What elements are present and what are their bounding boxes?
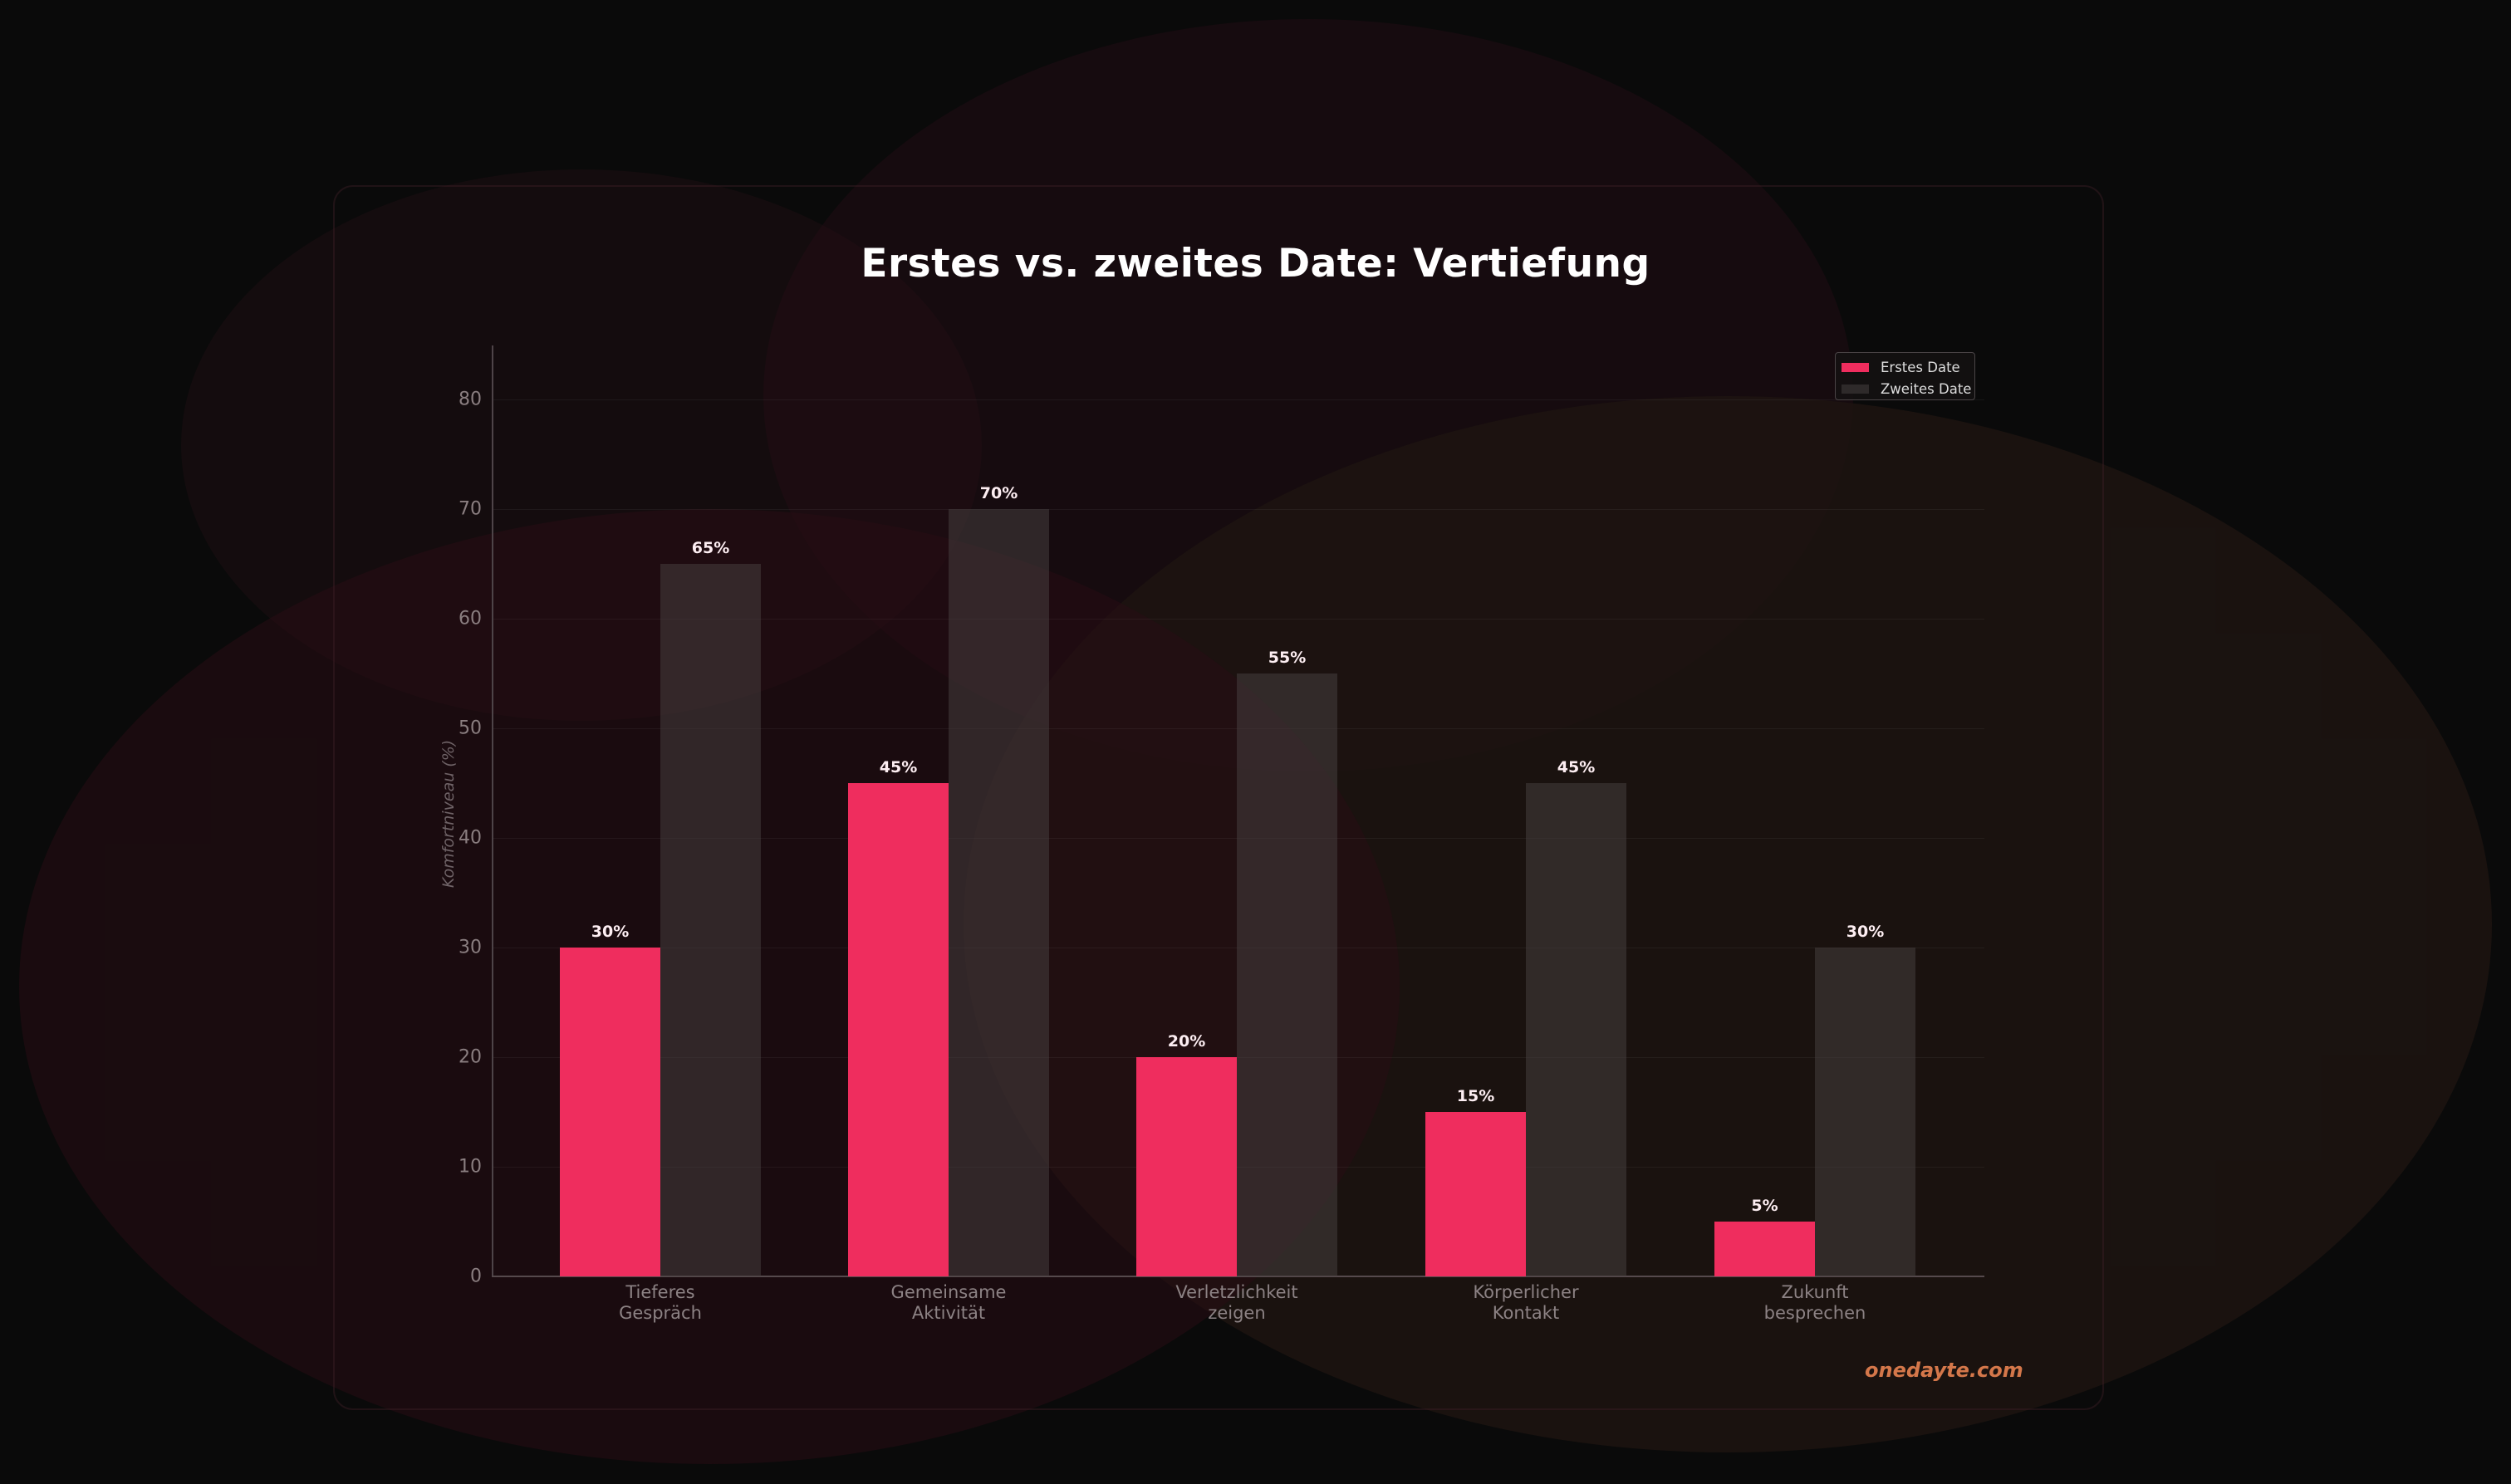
bar-zweites-date xyxy=(1526,783,1626,1276)
y-tick-label: 70 xyxy=(459,498,482,520)
y-tick-label: 0 xyxy=(470,1266,482,1287)
legend-swatch-pink xyxy=(1842,363,1869,372)
bar-erstes-date xyxy=(1136,1057,1237,1276)
y-tick-label: 60 xyxy=(459,608,482,629)
legend-item-erstes-date: Erstes Date xyxy=(1842,360,1960,375)
y-tick-label: 40 xyxy=(459,827,482,849)
watermark: onedayte.com xyxy=(1865,1359,2023,1382)
legend-swatch-gray xyxy=(1842,384,1869,394)
chart-title: Erstes vs. zweites Date: Vertiefung xyxy=(861,241,1650,287)
chart-card xyxy=(333,185,2104,1410)
bar-erstes-date xyxy=(848,783,949,1276)
gridline xyxy=(493,619,1984,620)
bar-value-label: 45% xyxy=(879,758,918,776)
y-tick-label: 10 xyxy=(459,1156,482,1178)
plot-area: 0 10 20 30 40 50 60 70 80 30% 45% 20% 15% 5%… xyxy=(459,345,1984,1323)
bar-value-label: 30% xyxy=(1846,923,1885,941)
legend-label: Erstes Date xyxy=(1881,360,1960,375)
bar-zweites-date xyxy=(1237,673,1337,1276)
x-axis-line xyxy=(492,1276,1984,1277)
bar-value-label: 70% xyxy=(979,484,1018,502)
y-axis-line xyxy=(492,345,493,1277)
gridline xyxy=(493,399,1984,400)
bar-erstes-date xyxy=(1714,1222,1815,1276)
x-tick-label: Verletzlichkeit zeigen xyxy=(1175,1282,1298,1323)
bar-value-label: 30% xyxy=(591,923,630,941)
gridline xyxy=(493,509,1984,510)
legend-item-zweites-date: Zweites Date xyxy=(1842,381,1971,397)
bar-value-label: 55% xyxy=(1268,649,1307,667)
x-tick-label: Zukunft besprechen xyxy=(1763,1282,1866,1323)
bar-zweites-date xyxy=(660,564,761,1276)
y-tick-label: 80 xyxy=(459,389,482,410)
bar-value-label: 65% xyxy=(691,539,730,557)
bar-zweites-date xyxy=(1815,948,1915,1276)
x-tick-label: Tieferes Gespräch xyxy=(619,1282,702,1323)
bar-value-label: 45% xyxy=(1557,758,1596,776)
bar-erstes-date xyxy=(560,948,660,1276)
bar-value-label: 15% xyxy=(1456,1087,1495,1105)
bar-value-label: 5% xyxy=(1751,1197,1778,1215)
bar-erstes-date xyxy=(1425,1112,1526,1276)
bar-zweites-date xyxy=(949,509,1049,1276)
y-tick-label: 50 xyxy=(459,718,482,739)
y-tick-label: 30 xyxy=(459,937,482,958)
x-tick-label: Gemeinsame Aktivität xyxy=(890,1282,1007,1323)
bar-value-label: 20% xyxy=(1167,1032,1206,1051)
legend: Erstes Date Zweites Date xyxy=(1835,352,1975,400)
y-axis-label: Komfortniveau (%) xyxy=(439,739,458,889)
legend-label: Zweites Date xyxy=(1881,381,1972,397)
y-tick-label: 20 xyxy=(459,1046,482,1068)
x-tick-label: Körperlicher Kontakt xyxy=(1473,1282,1579,1323)
